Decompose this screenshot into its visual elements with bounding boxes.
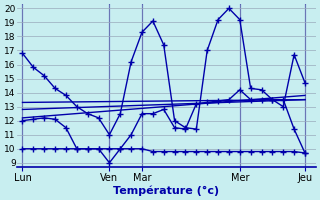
X-axis label: Température (°c): Température (°c) (113, 185, 220, 196)
